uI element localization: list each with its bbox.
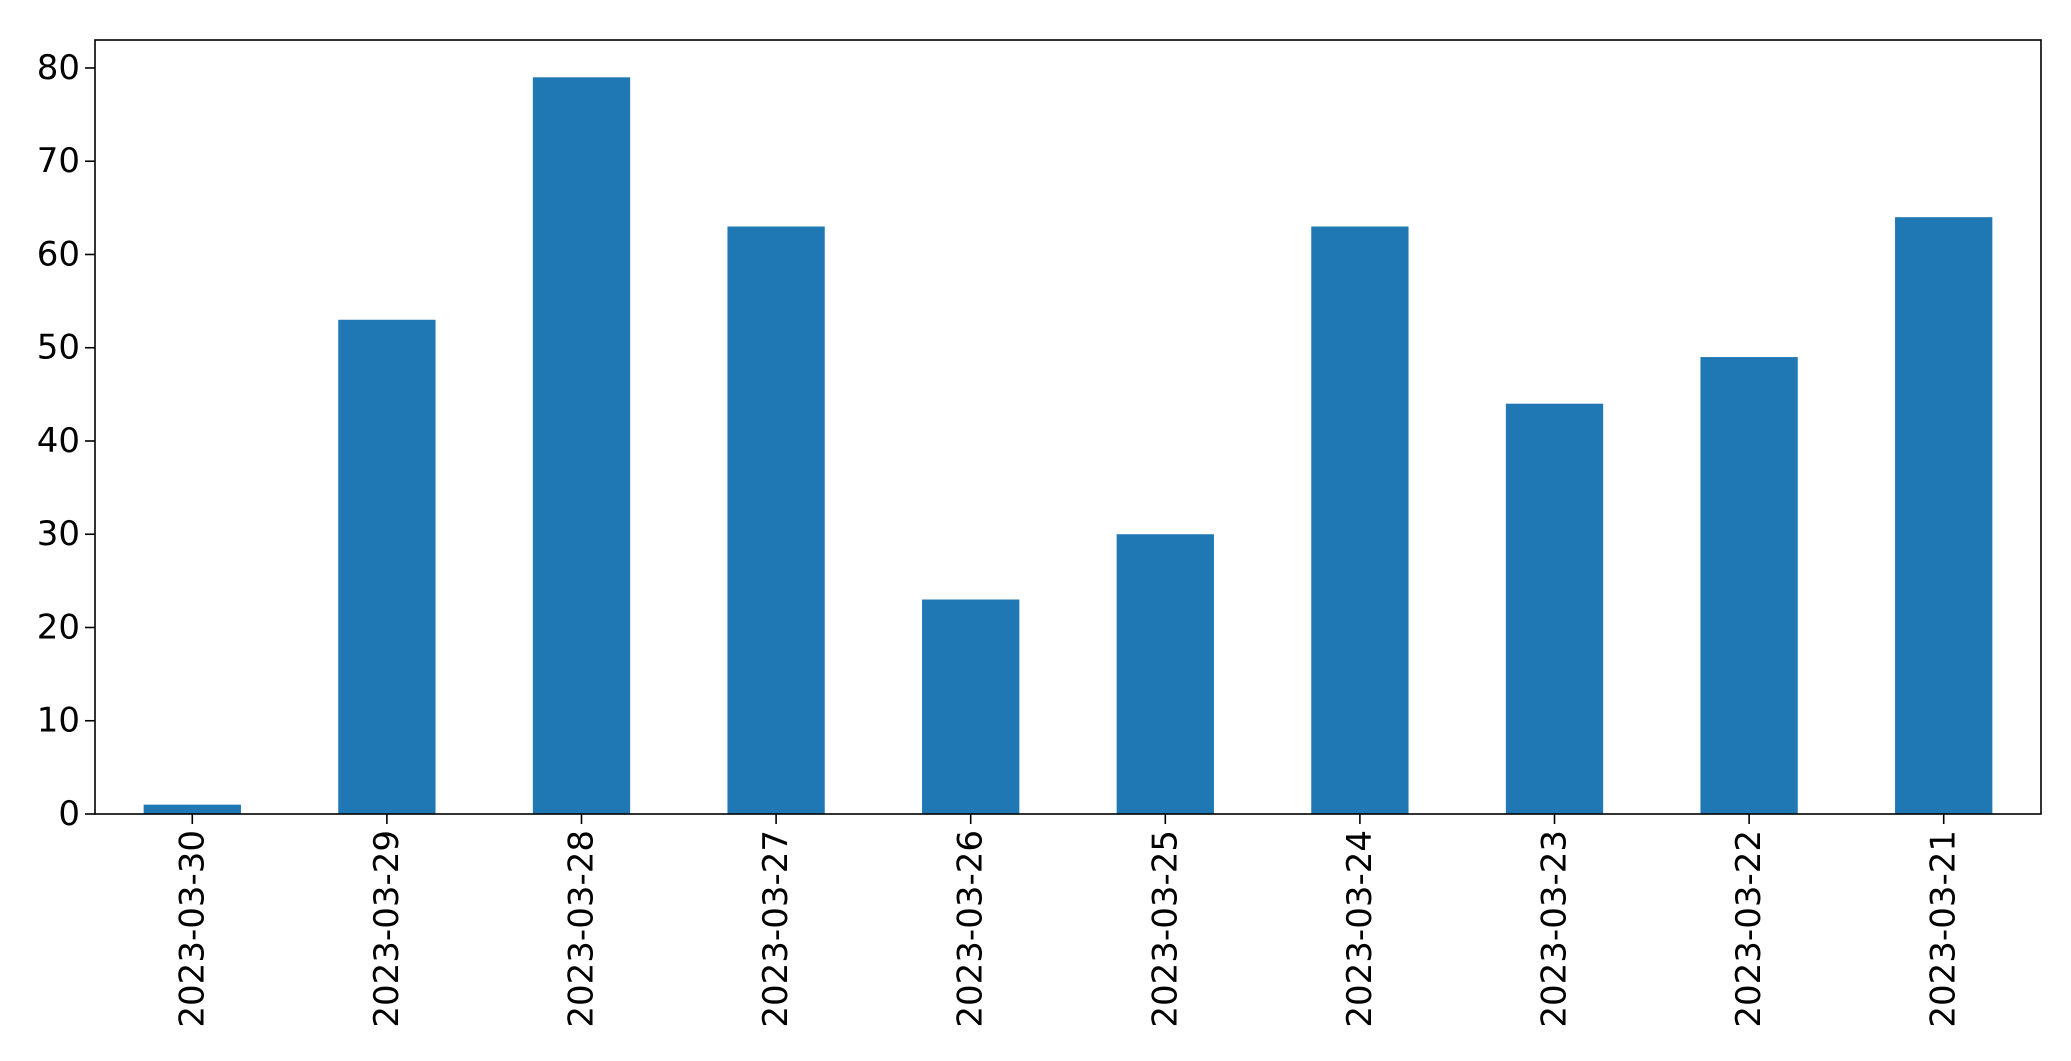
- bar-2023-03-29: [338, 319, 436, 814]
- x-tick-label: 2023-03-26: [951, 830, 991, 1028]
- x-axis: 2023-03-30 2023-03-29 2023-03-28 2023-03-27…: [172, 814, 1964, 1028]
- x-tick-label: 2023-03-24: [1340, 830, 1380, 1028]
- x-tick-label: 2023-03-21: [1924, 830, 1964, 1028]
- x-tick-label: 2023-03-29: [367, 830, 407, 1028]
- bar-2023-03-23: [1505, 403, 1604, 814]
- x-tick-label: 2023-03-28: [562, 830, 602, 1028]
- y-tick-label: 60: [37, 234, 80, 274]
- bar-2023-03-21: [1895, 217, 1993, 814]
- x-tick-label: 2023-03-27: [756, 830, 796, 1028]
- bars-layer: [143, 77, 1993, 815]
- x-tick-label: 2023-03-30: [172, 830, 212, 1028]
- y-tick-label: 50: [37, 328, 80, 368]
- bar-2023-03-25: [1116, 534, 1214, 814]
- y-tick-label: 40: [37, 421, 80, 461]
- y-tick-label: 10: [37, 701, 80, 741]
- bar-2023-03-28: [532, 77, 631, 815]
- y-tick-label: 20: [37, 607, 80, 647]
- y-tick-label: 30: [37, 514, 80, 554]
- y-axis: 0 10 20 30 40 50 60 70 80: [37, 48, 95, 834]
- bar-2023-03-26: [922, 599, 1020, 814]
- y-tick-label: 0: [58, 794, 80, 834]
- x-tick-label: 2023-03-25: [1145, 830, 1185, 1028]
- bar-2023-03-30: [143, 804, 241, 814]
- plot-frame: [94, 39, 2042, 815]
- y-tick-label: 80: [37, 48, 80, 88]
- x-tick-label: 2023-03-23: [1535, 830, 1575, 1028]
- bar-2023-03-27: [727, 226, 825, 814]
- y-tick-label: 70: [37, 141, 80, 181]
- x-tick-label: 2023-03-22: [1729, 830, 1769, 1028]
- bar-2023-03-24: [1311, 226, 1409, 814]
- bar-2023-03-22: [1700, 357, 1798, 814]
